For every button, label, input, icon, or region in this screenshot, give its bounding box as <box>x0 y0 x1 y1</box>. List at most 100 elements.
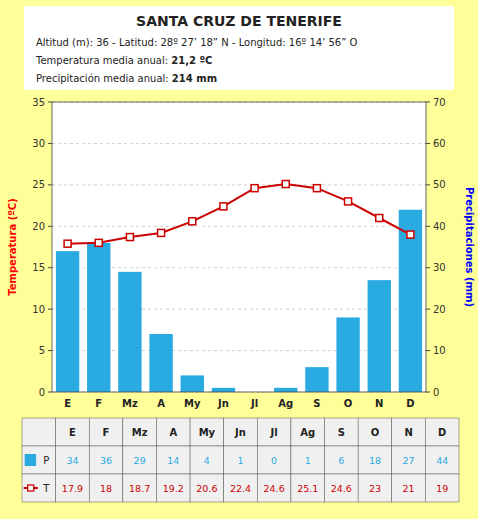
table-cell <box>56 446 90 474</box>
y-tick-label: 5 <box>39 345 45 356</box>
y2-tick-label: 0 <box>433 387 439 398</box>
table-cell <box>325 446 359 474</box>
table-value: 19.2 <box>163 483 184 494</box>
bar <box>305 367 328 392</box>
table-cell <box>22 418 56 446</box>
bar <box>118 272 141 392</box>
table-month: N <box>404 427 412 438</box>
y-axis-label: Temperatura (ºC) <box>7 198 18 296</box>
table-month: A <box>169 427 177 438</box>
table-cell <box>291 446 325 474</box>
table-month: Ag <box>300 427 315 438</box>
header-box <box>24 6 454 90</box>
legend-swatch <box>25 454 36 466</box>
bar <box>274 388 297 392</box>
marks <box>56 181 422 392</box>
table-month: Jn <box>234 427 246 438</box>
table-value: 24.6 <box>331 483 352 494</box>
x-tick-label: O <box>344 398 353 409</box>
table-cell <box>156 446 190 474</box>
table-cell <box>392 474 426 502</box>
bar <box>368 280 391 392</box>
table-value: 36 <box>100 455 112 466</box>
table-value: 19 <box>436 483 448 494</box>
table-value: 22.4 <box>230 483 251 494</box>
marker <box>126 234 133 241</box>
line <box>68 184 411 244</box>
table-cell <box>425 474 459 502</box>
table-value: 24.6 <box>264 483 285 494</box>
marker <box>407 231 414 238</box>
table-cell <box>89 418 123 446</box>
table-value: 18 <box>100 483 112 494</box>
bar <box>336 317 359 392</box>
table-value: 1 <box>237 455 243 466</box>
table-cell <box>392 418 426 446</box>
marker <box>220 203 227 210</box>
table-cell <box>89 474 123 502</box>
y2-tick-label: 70 <box>433 97 446 108</box>
table-value: 23 <box>369 483 381 494</box>
grid-line <box>52 184 426 185</box>
bar <box>56 251 79 392</box>
table-month: F <box>103 427 110 438</box>
legend-table: EFMzAMyJnJlAgSONDP3436291441016182744T17… <box>22 418 459 502</box>
table-value: 14 <box>167 455 179 466</box>
table-value: 17.9 <box>62 483 83 494</box>
table-value: 18.7 <box>129 483 150 494</box>
y-tick <box>48 392 52 393</box>
grid-line <box>52 143 426 144</box>
table-value: 6 <box>338 455 344 466</box>
table-cell <box>123 446 157 474</box>
table-cell <box>22 474 56 502</box>
table-value: 4 <box>204 455 210 466</box>
plot-area <box>52 102 426 392</box>
x-tick-label: F <box>95 398 102 409</box>
subtitle: Altitud (m): 36 - Latitud: 28º 27’ 18” N… <box>36 37 358 48</box>
table-cell <box>358 446 392 474</box>
table-cell <box>22 446 56 474</box>
grid-line <box>52 226 426 227</box>
marker <box>158 229 165 236</box>
x-tick-label: Mz <box>122 398 138 409</box>
table-cell <box>425 418 459 446</box>
table-cell <box>224 474 258 502</box>
table-cell <box>156 474 190 502</box>
bar <box>149 334 172 392</box>
table-value: 25.1 <box>297 483 318 494</box>
subtitle-part: 21,2 ºC <box>171 55 212 66</box>
subtitle: Temperatura media anual: 21,2 ºC <box>35 55 212 66</box>
bar <box>212 388 235 392</box>
table-month: E <box>69 427 76 438</box>
y-tick <box>48 350 52 351</box>
table-value: 1 <box>305 455 311 466</box>
y-tick <box>48 102 52 103</box>
y-tick-label: 15 <box>32 262 45 273</box>
subtitle: Precipitación media anual: 214 mm <box>36 73 217 84</box>
table-month: Mz <box>132 427 148 438</box>
y2-tick-label: 10 <box>433 345 446 356</box>
table-cell <box>56 474 90 502</box>
y-tick-label: 35 <box>32 97 45 108</box>
table-cell <box>325 474 359 502</box>
y2-tick <box>426 143 430 144</box>
y2-tick <box>426 392 430 393</box>
table-month: O <box>371 427 380 438</box>
x-tick-label: My <box>184 398 201 409</box>
table-cell <box>257 474 291 502</box>
x-tick-label: D <box>406 398 414 409</box>
table-cell <box>257 446 291 474</box>
legend-label: P <box>43 455 49 466</box>
y-tick-label: 30 <box>32 138 45 149</box>
marker <box>376 215 383 222</box>
y2-tick <box>426 184 430 185</box>
x-tick-label: S <box>313 398 320 409</box>
table-month: Jl <box>270 427 278 438</box>
x-tick-label: E <box>64 398 71 409</box>
table-value: 29 <box>134 455 146 466</box>
y2-tick-label: 40 <box>433 221 446 232</box>
table-value: 0 <box>271 455 277 466</box>
table-cell <box>257 418 291 446</box>
y2-tick-label: 30 <box>433 262 446 273</box>
y2-tick <box>426 309 430 310</box>
